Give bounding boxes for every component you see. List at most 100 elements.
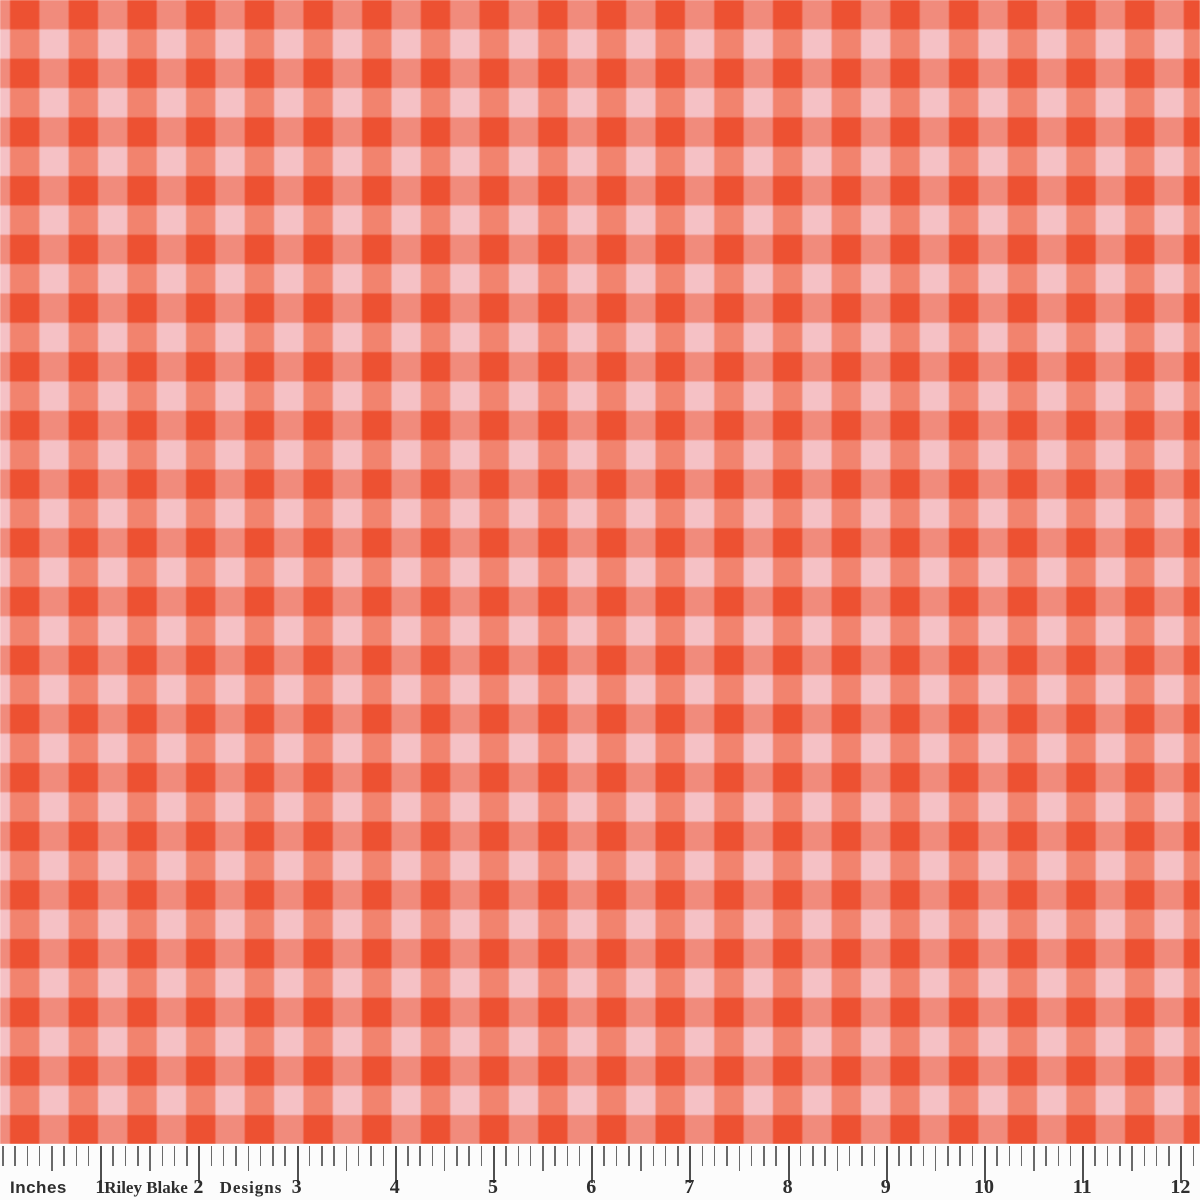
ruler-tick [934, 1146, 937, 1171]
ruler-tick [296, 1146, 299, 1183]
ruler-tick [284, 1146, 286, 1166]
ruler-tick [787, 1146, 790, 1183]
ruler-tick [726, 1146, 728, 1166]
ruler-tick [1119, 1146, 1121, 1166]
ruler-tick [505, 1146, 507, 1166]
ruler-tick [812, 1146, 814, 1166]
ruler-tick [1155, 1146, 1158, 1166]
ruler-tick [984, 1146, 986, 1183]
ruler-tick [750, 1146, 753, 1166]
brand-riley-blake: Riley Blake [104, 1178, 188, 1197]
ruler-tick [394, 1146, 397, 1183]
ruler-tick [689, 1146, 692, 1183]
ruler-number: 3 [291, 1176, 302, 1198]
gingham-fabric [0, 0, 1200, 1144]
ruler-tick [321, 1146, 323, 1166]
ruler-tick [210, 1146, 213, 1166]
ruler-tick [799, 1146, 802, 1166]
ruler-tick [763, 1146, 765, 1166]
ruler-tick [640, 1146, 642, 1171]
ruler-tick [848, 1146, 851, 1166]
ruler-tick [947, 1146, 949, 1166]
ruler-tick [1094, 1146, 1096, 1166]
ruler-tick [542, 1146, 544, 1171]
ruler-tick [578, 1146, 581, 1166]
ruler-tick [713, 1146, 716, 1166]
ruler-tick [382, 1146, 385, 1166]
ruler-tick [1033, 1146, 1035, 1171]
ruler-tick [456, 1146, 458, 1166]
ruler-tick [861, 1146, 863, 1166]
ruler-tick [517, 1146, 520, 1166]
ruler-tick [407, 1146, 409, 1166]
ruler-tick [1131, 1146, 1133, 1171]
ruler-tick [996, 1146, 998, 1166]
ruler-tick [885, 1146, 888, 1183]
ruler-tick [1069, 1146, 1072, 1166]
ruler-tick [1020, 1146, 1023, 1166]
ruler-tick [1082, 1146, 1085, 1183]
ruler-tick [873, 1146, 876, 1166]
ruler-tick [259, 1146, 262, 1166]
ruler-tick [186, 1146, 188, 1166]
ruler-number: 11 [1072, 1176, 1092, 1198]
ruler-tick [836, 1146, 839, 1171]
ruler-tick [652, 1146, 655, 1166]
ruler-tick [2, 1146, 4, 1166]
inch-ruler: Inches Riley Blake Designs 1 2 3 4 5 6 7 8 9 10 11… [0, 1144, 1200, 1200]
ruler-tick [738, 1146, 740, 1171]
ruler-tick [75, 1146, 78, 1166]
ruler-tick [824, 1146, 826, 1166]
ruler-tick [480, 1146, 483, 1166]
ruler-tick [419, 1146, 421, 1166]
ruler-number: 9 [880, 1176, 891, 1198]
ruler-tick [1192, 1146, 1195, 1166]
ruler-tick [529, 1146, 532, 1166]
ruler-tick [628, 1146, 630, 1166]
ruler-tick [357, 1146, 360, 1166]
ruler-tick [922, 1146, 925, 1166]
ruler-tick [272, 1146, 274, 1166]
ruler-number: 5 [488, 1176, 498, 1198]
ruler-tick [603, 1146, 605, 1166]
ruler-tick [971, 1146, 974, 1166]
ruler-tick [26, 1146, 29, 1166]
ruler-tick [431, 1146, 434, 1166]
ruler-tick [493, 1146, 495, 1183]
ruler-unit-label: Inches [10, 1178, 67, 1197]
ruler-tick [1045, 1146, 1047, 1166]
ruler-tick [308, 1146, 311, 1166]
ruler-tick [591, 1146, 594, 1183]
ruler-tick [566, 1146, 569, 1166]
ruler-tick [161, 1146, 164, 1166]
ruler-tick [370, 1146, 372, 1166]
ruler-tick [775, 1146, 777, 1166]
ruler-tick [51, 1146, 53, 1171]
ruler-tick [14, 1146, 16, 1166]
ruler-tick [124, 1146, 127, 1166]
ruler-tick [468, 1146, 470, 1166]
ruler-tick [664, 1146, 667, 1166]
ruler-number: 12 [1170, 1176, 1191, 1198]
ruler-tick [443, 1146, 446, 1171]
ruler-number: 2 [193, 1176, 204, 1198]
ruler-tick [222, 1146, 225, 1166]
ruler-tick [63, 1146, 65, 1166]
ruler-tick [1057, 1146, 1060, 1166]
ruler-number: 8 [782, 1176, 793, 1198]
ruler-tick [333, 1146, 335, 1166]
ruler-number: 6 [586, 1176, 597, 1198]
ruler-number: 1 [95, 1176, 106, 1198]
ruler-tick [247, 1146, 249, 1171]
ruler-tick [959, 1146, 961, 1166]
ruler-tick [701, 1146, 704, 1166]
ruler-tick [898, 1146, 900, 1166]
ruler-tick [38, 1146, 41, 1166]
ruler-tick [1180, 1146, 1183, 1183]
ruler-tick [87, 1146, 90, 1166]
ruler-tick [235, 1146, 237, 1166]
ruler-number: 10 [974, 1176, 994, 1198]
brand-designs: Designs [219, 1178, 283, 1197]
ruler-number: 4 [389, 1176, 400, 1198]
